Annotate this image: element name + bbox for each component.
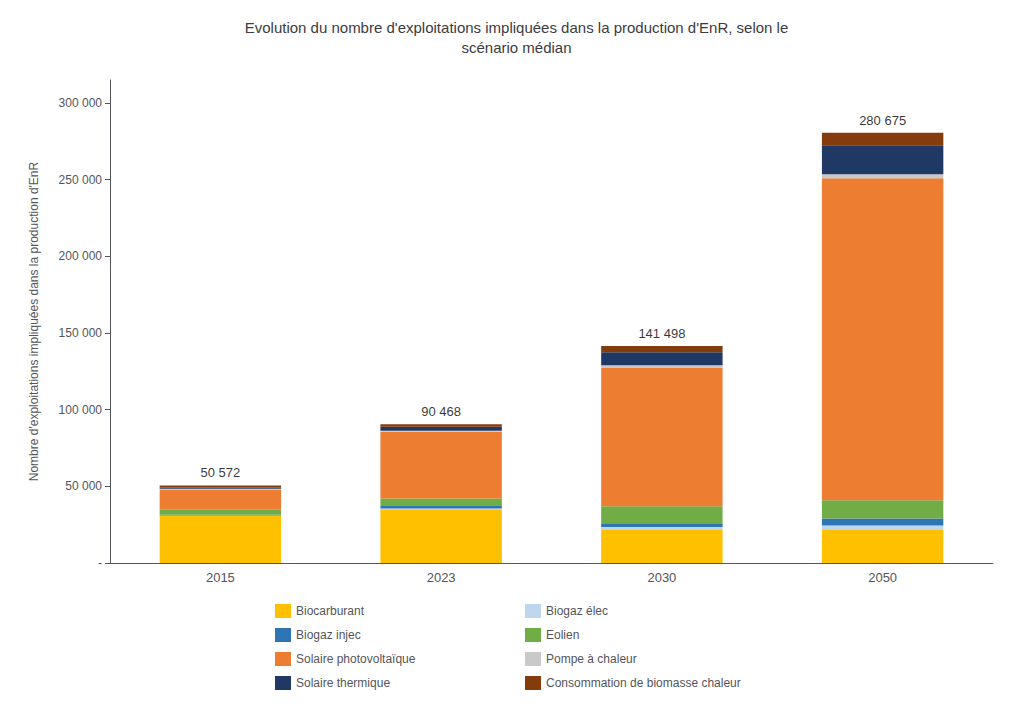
svg-text:2030: 2030 xyxy=(647,570,676,585)
svg-text:Eolien: Eolien xyxy=(546,628,579,642)
svg-text:Biocarburant: Biocarburant xyxy=(296,604,365,618)
svg-text:Nombre d'exploitations impliqu: Nombre d'exploitations impliquées dans l… xyxy=(27,161,41,481)
svg-text:50 000: 50 000 xyxy=(65,479,102,493)
svg-text:Pompe à chaleur: Pompe à chaleur xyxy=(546,652,637,666)
svg-text:scénario médian: scénario médian xyxy=(461,39,571,56)
svg-text:90 468: 90 468 xyxy=(421,404,461,419)
svg-text:Biogaz élec: Biogaz élec xyxy=(546,604,608,618)
svg-text:Evolution du nombre d'exploita: Evolution du nombre d'exploitations impl… xyxy=(245,19,789,36)
svg-text:250 000: 250 000 xyxy=(59,173,103,187)
svg-text:100 000: 100 000 xyxy=(59,403,103,417)
svg-text:-: - xyxy=(98,556,102,570)
svg-text:50 572: 50 572 xyxy=(200,465,240,480)
svg-text:2023: 2023 xyxy=(427,570,456,585)
svg-text:200 000: 200 000 xyxy=(59,249,103,263)
svg-text:2015: 2015 xyxy=(206,570,235,585)
svg-text:Consommation de biomasse chale: Consommation de biomasse chaleur xyxy=(546,676,741,690)
svg-text:150 000: 150 000 xyxy=(59,326,103,340)
svg-text:Solaire thermique: Solaire thermique xyxy=(296,676,390,690)
svg-text:141 498: 141 498 xyxy=(638,326,685,341)
svg-text:2050: 2050 xyxy=(868,570,897,585)
svg-text:300 000: 300 000 xyxy=(59,96,103,110)
svg-text:280 675: 280 675 xyxy=(859,113,906,128)
svg-text:Solaire photovoltaïque: Solaire photovoltaïque xyxy=(296,652,416,666)
svg-text:Biogaz injec: Biogaz injec xyxy=(296,628,361,642)
